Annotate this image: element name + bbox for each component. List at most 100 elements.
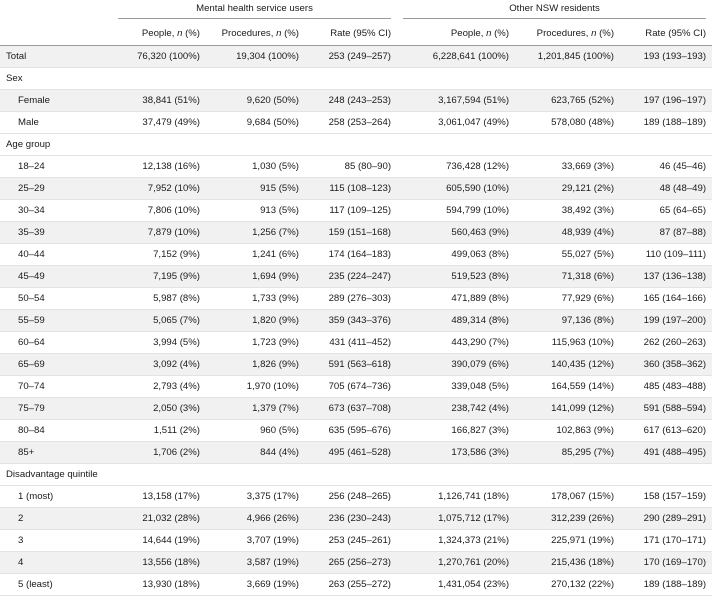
section-label: Age group [0, 133, 712, 156]
table-cell: 85 (80–90) [305, 155, 398, 178]
table-cell: 197 (196–197) [620, 89, 712, 112]
table-cell: 48,939 (4%) [515, 221, 621, 244]
table-body: Total 76,320 (100%) 19,304 (100%) 253 (249–… [0, 45, 712, 596]
table-cell: 164,559 (14%) [515, 375, 621, 398]
table-cell: 55,027 (5%) [515, 243, 621, 266]
table-row: 1 (most) 13,158 (17%) 3,375 (17%) 256 (248–… [0, 485, 712, 508]
table-cell: 165 (164–166) [620, 287, 712, 310]
table-cell: 29,121 (2%) [515, 177, 621, 200]
row-label: 60–64 [0, 331, 112, 354]
table-cell: 635 (595–676) [305, 419, 398, 442]
table-cell: 215,436 (18%) [515, 551, 621, 574]
table-cell: 1,126,741 (18%) [397, 485, 516, 508]
section-row: Disadvantage quintile [0, 463, 712, 486]
table-cell: 1,201,845 (100%) [515, 45, 621, 68]
table-cell: 193 (193–193) [620, 45, 712, 68]
table-cell: 489,314 (8%) [397, 309, 516, 332]
table-cell: 1,241 (6%) [206, 243, 305, 266]
table-cell: 253 (249–257) [305, 45, 398, 68]
table-cell: 339,048 (5%) [397, 375, 516, 398]
column-header: Procedures, n (%) [206, 21, 305, 46]
table-cell: 171 (170–171) [620, 529, 712, 552]
row-label: 5 (least) [0, 573, 112, 596]
table-cell: 38,492 (3%) [515, 199, 621, 222]
table-cell: 3,587 (19%) [206, 551, 305, 574]
table-cell: 102,863 (9%) [515, 419, 621, 442]
table-row: 80–84 1,511 (2%) 960 (5%) 635 (595–676) 166,… [0, 419, 712, 442]
table-cell: 265 (256–273) [305, 551, 398, 574]
group-header-other: Other NSW residents [397, 0, 712, 21]
row-label: 75–79 [0, 397, 112, 420]
table-cell: 77,929 (6%) [515, 287, 621, 310]
table-cell: 256 (248–265) [305, 485, 398, 508]
table-cell: 141,099 (12%) [515, 397, 621, 420]
table-cell: 19,304 (100%) [206, 45, 305, 68]
table-cell: 495 (461–528) [305, 441, 398, 464]
table-cell: 12,138 (16%) [112, 155, 206, 178]
row-label: 50–54 [0, 287, 112, 310]
table-cell: 173,586 (3%) [397, 441, 516, 464]
row-label: Male [0, 111, 112, 134]
row-label: Total [0, 45, 112, 68]
table-cell: 76,320 (100%) [112, 45, 206, 68]
row-label: 85+ [0, 441, 112, 464]
table-row: 65–69 3,092 (4%) 1,826 (9%) 591 (563–618) 39… [0, 353, 712, 376]
table-cell: 471,889 (8%) [397, 287, 516, 310]
table-cell: 174 (164–183) [305, 243, 398, 266]
table-row: Total 76,320 (100%) 19,304 (100%) 253 (249–… [0, 45, 712, 68]
header-blank [0, 0, 112, 21]
group-header-row: Mental health service users Other NSW re… [0, 0, 712, 21]
table-cell: 3,994 (5%) [112, 331, 206, 354]
table-cell: 591 (588–594) [620, 397, 712, 420]
table-cell: 13,556 (18%) [112, 551, 206, 574]
row-label: 45–49 [0, 265, 112, 288]
column-header: Rate (95% CI) [620, 21, 712, 46]
table-cell: 736,428 (12%) [397, 155, 516, 178]
table-cell: 3,092 (4%) [112, 353, 206, 376]
table-cell: 117 (109–125) [305, 199, 398, 222]
table-cell: 312,239 (26%) [515, 507, 621, 530]
row-label: 35–39 [0, 221, 112, 244]
table-cell: 189 (188–189) [620, 111, 712, 134]
table-cell: 46 (45–46) [620, 155, 712, 178]
table-cell: 65 (64–65) [620, 199, 712, 222]
table-row: 25–29 7,952 (10%) 915 (5%) 115 (108–123) 605… [0, 177, 712, 200]
table-row: 40–44 7,152 (9%) 1,241 (6%) 174 (164–183) 49… [0, 243, 712, 266]
table-cell: 3,167,594 (51%) [397, 89, 516, 112]
table-row: 85+ 1,706 (2%) 844 (4%) 495 (461–528) 173,58… [0, 441, 712, 464]
table-cell: 33,669 (3%) [515, 155, 621, 178]
row-label: 18–24 [0, 155, 112, 178]
table-cell: 673 (637–708) [305, 397, 398, 420]
table-row: 5 (least) 13,930 (18%) 3,669 (19%) 263 (255… [0, 573, 712, 596]
table-cell: 360 (358–362) [620, 353, 712, 376]
row-label: 30–34 [0, 199, 112, 222]
table-cell: 14,644 (19%) [112, 529, 206, 552]
table-cell: 9,620 (50%) [206, 89, 305, 112]
section-row: Sex [0, 67, 712, 90]
table-cell: 7,195 (9%) [112, 265, 206, 288]
table-cell: 431 (411–452) [305, 331, 398, 354]
row-label: 40–44 [0, 243, 112, 266]
row-label: 70–74 [0, 375, 112, 398]
table-cell: 7,879 (10%) [112, 221, 206, 244]
table-cell: 262 (260–263) [620, 331, 712, 354]
table-cell: 158 (157–159) [620, 485, 712, 508]
table-cell: 617 (613–620) [620, 419, 712, 442]
column-header: Rate (95% CI) [305, 21, 398, 46]
table-row: 30–34 7,806 (10%) 913 (5%) 117 (109–125) 594… [0, 199, 712, 222]
table-cell: 9,684 (50%) [206, 111, 305, 134]
table-cell: 1,511 (2%) [112, 419, 206, 442]
table-cell: 235 (224–247) [305, 265, 398, 288]
table-cell: 115 (108–123) [305, 177, 398, 200]
table-cell: 87 (87–88) [620, 221, 712, 244]
section-label: Sex [0, 67, 712, 90]
table-row: 55–59 5,065 (7%) 1,820 (9%) 359 (343–376) 48… [0, 309, 712, 332]
column-header: Procedures, n (%) [515, 21, 621, 46]
table-row: 75–79 2,050 (3%) 1,379 (7%) 673 (637–708) 23… [0, 397, 712, 420]
table-cell: 270,132 (22%) [515, 573, 621, 596]
table-cell: 2,050 (3%) [112, 397, 206, 420]
table-cell: 178,067 (15%) [515, 485, 621, 508]
column-header: People, n (%) [397, 21, 516, 46]
table-cell: 591 (563–618) [305, 353, 398, 376]
group-header-mh: Mental health service users [112, 0, 397, 21]
